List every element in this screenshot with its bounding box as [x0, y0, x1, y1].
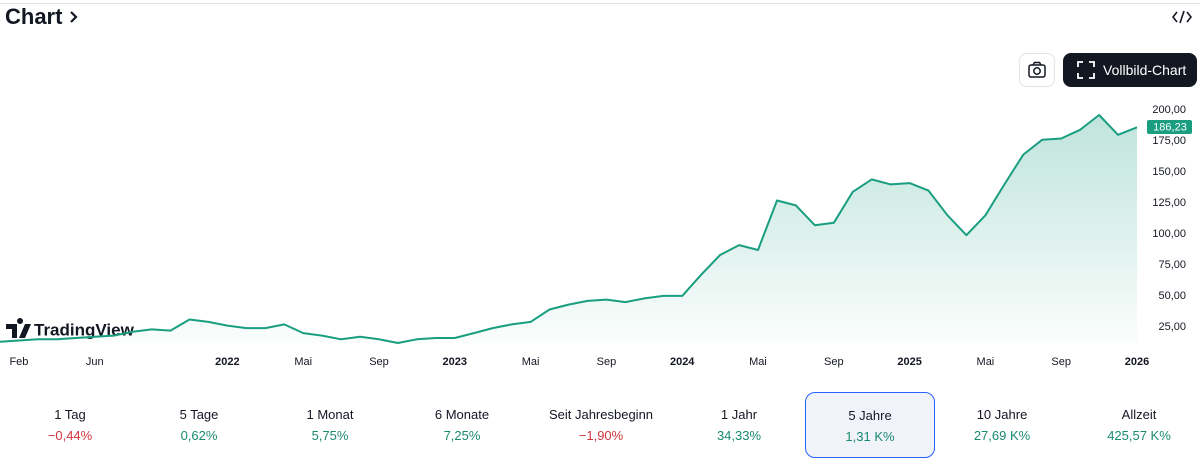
period-change: −0,44% [47, 428, 93, 443]
chevron-icon [69, 11, 78, 23]
y-tick-label: 100,00 [1152, 228, 1186, 240]
period-change: 7,25% [443, 428, 481, 443]
tradingview-logo: TradingView [6, 318, 135, 339]
y-tick-label: 75,00 [1158, 259, 1186, 271]
period-label: 1 Monat [306, 407, 354, 422]
header-title: Chart [5, 4, 63, 29]
x-tick-label: Mai [749, 356, 767, 368]
chart: TradingView 25,00 50,00 75,00 100,00 125,00 1… [0, 104, 1192, 368]
x-tick-label: Sep [1051, 356, 1071, 368]
x-tick-label: Mai [522, 356, 540, 368]
period-button[interactable]: Allzeit 425,57 K% [1074, 392, 1200, 458]
camera-icon [1028, 61, 1046, 78]
fullscreen-button[interactable]: Vollbild-Chart [1063, 53, 1197, 87]
x-tick-label: 2026 [1125, 356, 1149, 368]
x-tick-label: 2025 [897, 356, 921, 368]
y-tick-label: 150,00 [1152, 166, 1186, 178]
period-button[interactable]: 5 Jahre 1,31 K% [805, 392, 935, 458]
x-tick-label: 2022 [215, 356, 239, 368]
period-button[interactable]: 6 Monate 7,25% [397, 392, 527, 458]
period-button[interactable]: 1 Monat 5,75% [265, 392, 395, 458]
top-border [0, 3, 1200, 4]
period-change: −1,90% [578, 428, 624, 443]
period-label: 6 Monate [434, 407, 490, 422]
x-tick-label: Sep [597, 356, 617, 368]
price-line [0, 114, 1138, 344]
period-label: Seit Jahresbeginn [548, 407, 654, 422]
fullscreen-icon [1077, 61, 1095, 79]
period-change: 5,75% [311, 428, 349, 443]
header-link[interactable]: Chart [5, 4, 79, 30]
y-tick-label: 200,00 [1152, 104, 1186, 116]
period-label: 10 Jahre [976, 407, 1028, 422]
period-change: 27,69 K% [973, 428, 1031, 443]
last-value-badge [1147, 120, 1192, 135]
period-change: 425,57 K% [1107, 428, 1171, 443]
x-tick-label: 2023 [443, 356, 467, 368]
fullscreen-label: Vollbild-Chart [1103, 62, 1187, 78]
x-tick-label: Sep [824, 356, 844, 368]
y-tick-label: 25,00 [1158, 321, 1186, 333]
period-change: 34,33% [716, 428, 762, 443]
period-button[interactable]: 1 Tag −0,44% [5, 392, 135, 458]
period-change: 0,62% [180, 428, 218, 443]
period-button[interactable]: 1 Jahr 34,33% [674, 392, 804, 458]
period-label: 5 Jahre [848, 408, 892, 423]
period-label: 1 Tag [54, 407, 86, 422]
y-tick-label: 50,00 [1158, 290, 1186, 302]
period-label: Allzeit [1121, 407, 1157, 422]
x-tick-label: Feb [9, 356, 28, 368]
screenshot-button[interactable] [1019, 53, 1055, 87]
last-value-label: 186,23 [1153, 121, 1187, 133]
x-tick-label: Mai [294, 356, 312, 368]
x-tick-label: Sep [369, 356, 389, 368]
logo-text: TradingView [34, 320, 135, 339]
y-tick-label: 175,00 [1152, 135, 1186, 147]
x-tick-label: Jun [86, 356, 104, 368]
period-label: 1 Jahr [720, 407, 758, 422]
y-tick-label: 125,00 [1152, 197, 1186, 209]
x-tick-label: Mai [977, 356, 995, 368]
area-fill [0, 115, 1137, 343]
embed-icon[interactable] [1172, 9, 1192, 25]
period-label: 5 Tage [179, 407, 219, 422]
period-button[interactable]: 5 Tage 0,62% [134, 392, 264, 458]
period-button[interactable]: Seit Jahresbeginn −1,90% [536, 392, 666, 458]
x-tick-label: 2024 [670, 356, 695, 368]
period-change: 1,31 K% [845, 429, 895, 444]
period-button[interactable]: 10 Jahre 27,69 K% [937, 392, 1067, 458]
